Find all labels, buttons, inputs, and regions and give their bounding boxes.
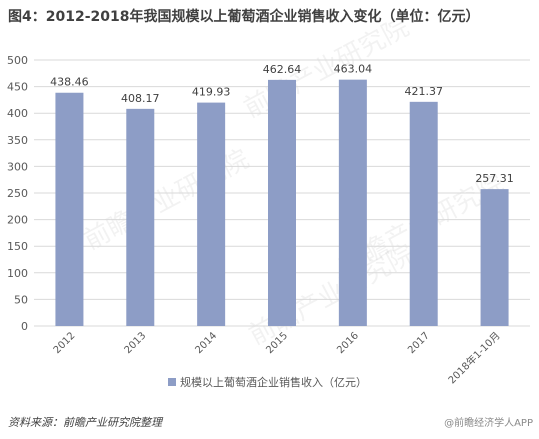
x-tick-label: 2014	[193, 330, 219, 356]
data-labels-layer: 438.46 408.17 419.93 462.64 463.04 421.37 257.…	[50, 63, 514, 185]
x-tick-label: 2018年1-10月	[445, 329, 502, 386]
bar	[55, 92, 84, 326]
data-label: 419.93	[192, 86, 231, 99]
y-tick-label: 200	[7, 214, 28, 227]
data-label: 408.17	[121, 92, 160, 105]
footer-mark: @前瞻经济学人APP	[444, 418, 533, 429]
y-tick-label: 500	[7, 54, 28, 67]
y-tick-label: 250	[7, 187, 28, 200]
y-tick-label: 400	[7, 107, 28, 120]
bar	[480, 189, 509, 326]
y-tick-label: 450	[7, 81, 28, 94]
bar	[409, 101, 438, 326]
x-tick-label: 2017	[406, 330, 432, 356]
bar	[338, 79, 367, 326]
y-axis: 0 50 100 150 200 250 300 350 400 450 500	[7, 54, 28, 333]
data-label: 421.37	[404, 85, 443, 98]
y-tick-label: 150	[7, 240, 28, 253]
data-label: 257.31	[475, 172, 514, 185]
legend-label: 规模以上葡萄酒企业销售收入（亿元）	[180, 375, 367, 389]
x-tick-label: 2012	[52, 330, 78, 356]
x-tick-label: 2013	[123, 330, 149, 356]
data-label: 463.04	[334, 63, 373, 76]
bars-layer	[55, 79, 509, 327]
source-note: 资料来源：前瞻产业研究院整理	[8, 416, 162, 429]
data-label: 462.64	[263, 63, 302, 76]
data-label: 438.46	[50, 76, 89, 89]
watermark-text: 前瞻产业研究院	[79, 144, 254, 256]
y-tick-label: 100	[7, 267, 28, 280]
legend: 规模以上葡萄酒企业销售收入（亿元）	[168, 375, 367, 389]
y-tick-label: 0	[21, 320, 28, 333]
x-tick-label: 2016	[335, 330, 361, 356]
y-tick-label: 300	[7, 160, 28, 173]
chart-title: 图4：2012-2018年我国规模以上葡萄酒企业销售收入变化（单位：亿元）	[8, 9, 480, 25]
y-tick-label: 350	[7, 134, 28, 147]
bar	[197, 102, 226, 327]
legend-swatch	[168, 378, 176, 386]
y-tick-label: 50	[14, 293, 28, 306]
bar	[126, 108, 155, 326]
bar	[268, 79, 296, 326]
